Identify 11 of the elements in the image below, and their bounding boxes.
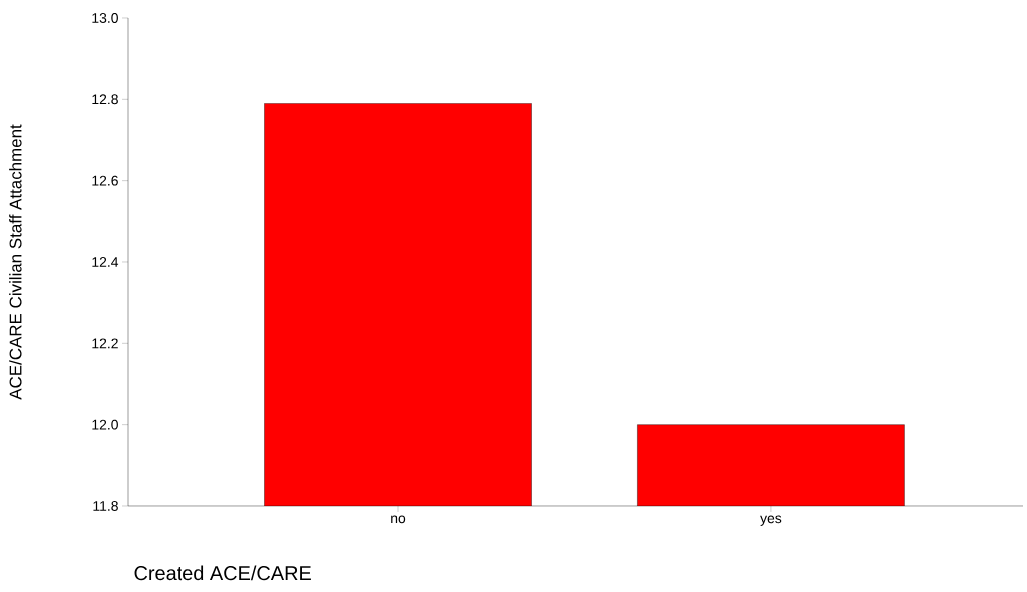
y-tick-label: 13.0 bbox=[92, 13, 118, 23]
x-tick-label: no bbox=[391, 515, 406, 524]
x-tick-label: yes bbox=[760, 515, 782, 526]
y-tick-label: 12.2 bbox=[92, 338, 118, 349]
y-axis-title: ACE/CARE Civilian Staff Attachment bbox=[9, 124, 22, 400]
x-axis-title: Created ACE/CARE bbox=[134, 565, 311, 581]
y-tick-label: 11.8 bbox=[93, 501, 118, 511]
y-tick-label: 12.0 bbox=[92, 419, 118, 430]
y-tick-label: 12.8 bbox=[92, 94, 118, 105]
y-tick-label: 12.4 bbox=[92, 257, 119, 267]
y-tick-label: 12.6 bbox=[92, 175, 118, 186]
